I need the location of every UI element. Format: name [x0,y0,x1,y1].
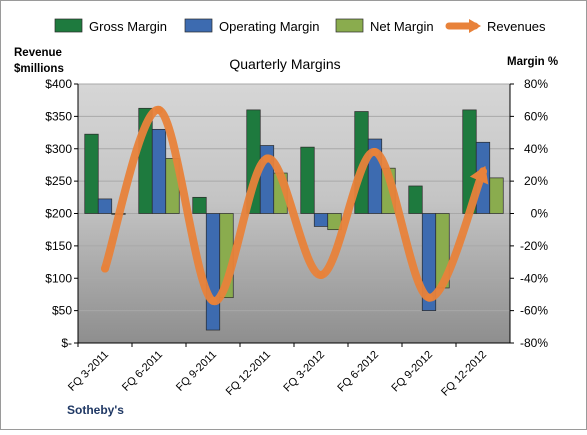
revenue-point [209,296,217,305]
right-tick-label: 80% [524,77,548,91]
legend-item-revenues: Revenues [445,19,546,34]
legend-swatch-arrowhead [469,19,481,33]
bars [84,107,504,331]
legend-item-net-margin: Net Margin [335,18,434,34]
bar [489,177,504,214]
revenue-point [317,271,325,280]
revenue-line-layer [101,105,489,305]
legend-label: Net Margin [370,19,434,34]
right-tick-label: 20% [524,174,548,188]
revenue-point [425,293,433,302]
y-right-label: Margin % [507,56,558,68]
y-left-label-line-2: $millions [14,63,64,75]
left-tick-label: $- [61,336,72,350]
bar [192,196,207,214]
revenue-point [263,154,271,163]
revenue-point [371,147,379,156]
right-tick-label: -20% [520,239,548,253]
bar [313,213,329,227]
legend-label: Revenues [487,19,546,34]
bar [97,198,113,214]
bar [151,128,167,214]
right-tick-label: -60% [520,304,548,318]
revenue-point [479,167,487,176]
left-tick-label: $150 [45,239,72,253]
left-tick-label: $200 [45,207,72,221]
right-tick-label: -40% [520,271,548,285]
legend-swatch [54,18,83,33]
left-tick-label: $250 [45,174,72,188]
left-tick-label: $350 [45,109,72,123]
legend: Gross Margin Operating Margin Net Margin Re… [54,18,546,34]
bar [205,213,221,331]
left-tick-label: $50 [52,304,72,318]
revenue-line [101,105,487,305]
chart-title: Quarterly Margins [229,56,340,72]
legend-label: Gross Margin [89,19,167,34]
bar [300,146,315,214]
right-tick-label: 60% [524,109,548,123]
right-tick-label: 40% [524,142,548,156]
legend-swatch [184,18,213,33]
left-tick-label: $300 [45,142,72,156]
revenue-point [101,264,109,273]
legend-swatch [335,18,364,33]
revenue-point [155,105,163,114]
bar [408,185,423,214]
legend-item-operating-margin: Operating Margin [184,18,319,34]
bar [84,133,99,214]
right-tick-label: 0% [531,207,549,221]
left-tick-label: $100 [45,271,72,285]
y-left-label-line-1: Revenue [14,47,62,59]
legend-label: Operating Margin [219,19,319,34]
footer-text: Sotheby's [67,403,124,417]
right-tick-label: -80% [520,336,548,350]
legend-item-gross-margin: Gross Margin [54,18,167,34]
left-tick-label: $400 [45,77,72,91]
